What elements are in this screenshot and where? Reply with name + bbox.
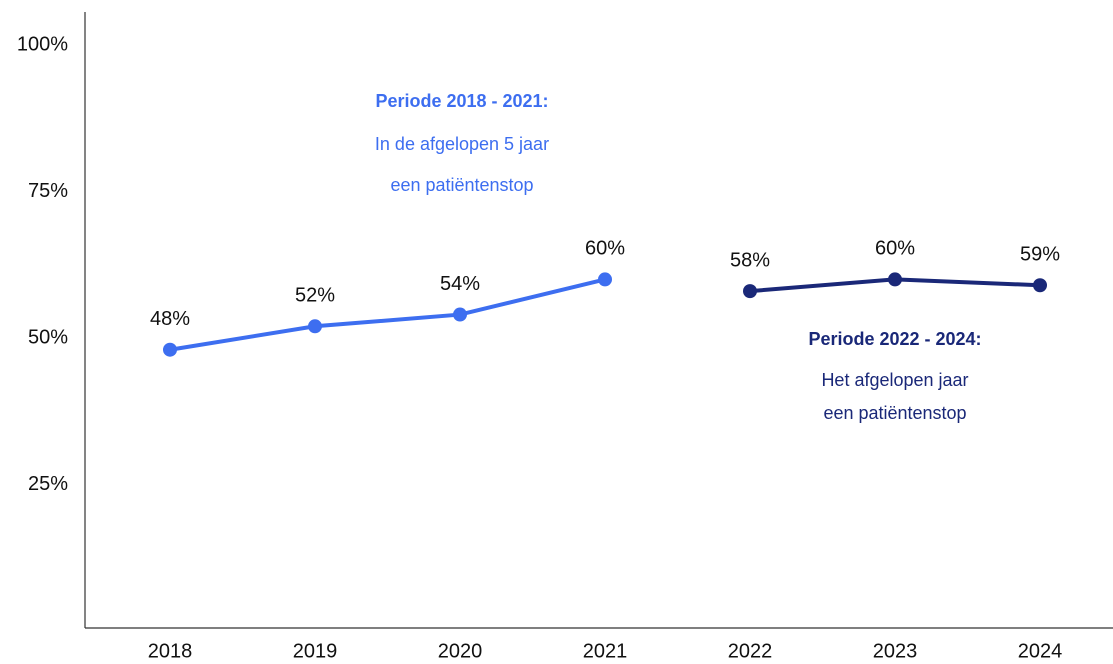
- x-tick-label: 2022: [728, 640, 773, 662]
- annotation-text: In de afgelopen 5 jaar: [375, 134, 549, 154]
- y-tick-label: 100%: [17, 33, 68, 55]
- y-tick-label: 25%: [28, 473, 68, 495]
- x-tick-label: 2023: [873, 640, 918, 662]
- annotation-title: Periode 2022 - 2024:: [808, 329, 981, 349]
- data-label: 52%: [295, 285, 335, 307]
- y-tick-label: 75%: [28, 180, 68, 202]
- data-label: 58%: [730, 249, 770, 271]
- annotation-title: Periode 2018 - 2021:: [375, 91, 548, 111]
- data-point: [598, 272, 612, 287]
- x-tick-label: 2020: [438, 640, 483, 662]
- annotation-text: een patiëntenstop: [823, 403, 966, 423]
- y-tick-label: 50%: [28, 326, 68, 348]
- data-label: 54%: [440, 273, 480, 295]
- x-tick-label: 2021: [583, 640, 628, 662]
- data-point: [743, 284, 757, 299]
- data-label: 59%: [1020, 244, 1060, 266]
- data-point: [308, 319, 322, 334]
- annotation-text: een patiëntenstop: [390, 175, 533, 195]
- x-tick-label: 2018: [148, 640, 193, 662]
- x-tick-label: 2024: [1018, 640, 1063, 662]
- data-label: 60%: [585, 238, 625, 260]
- data-point: [163, 342, 177, 357]
- x-tick-label: 2019: [293, 640, 338, 662]
- series-line: [169, 277, 606, 352]
- data-point: [1033, 278, 1047, 293]
- data-label: 48%: [150, 308, 190, 330]
- data-label: 60%: [875, 238, 915, 260]
- data-point: [888, 272, 902, 287]
- data-point: [453, 307, 467, 322]
- annotation-text: Het afgelopen jaar: [821, 370, 968, 390]
